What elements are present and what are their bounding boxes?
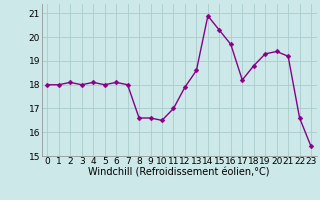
X-axis label: Windchill (Refroidissement éolien,°C): Windchill (Refroidissement éolien,°C)	[88, 168, 270, 178]
